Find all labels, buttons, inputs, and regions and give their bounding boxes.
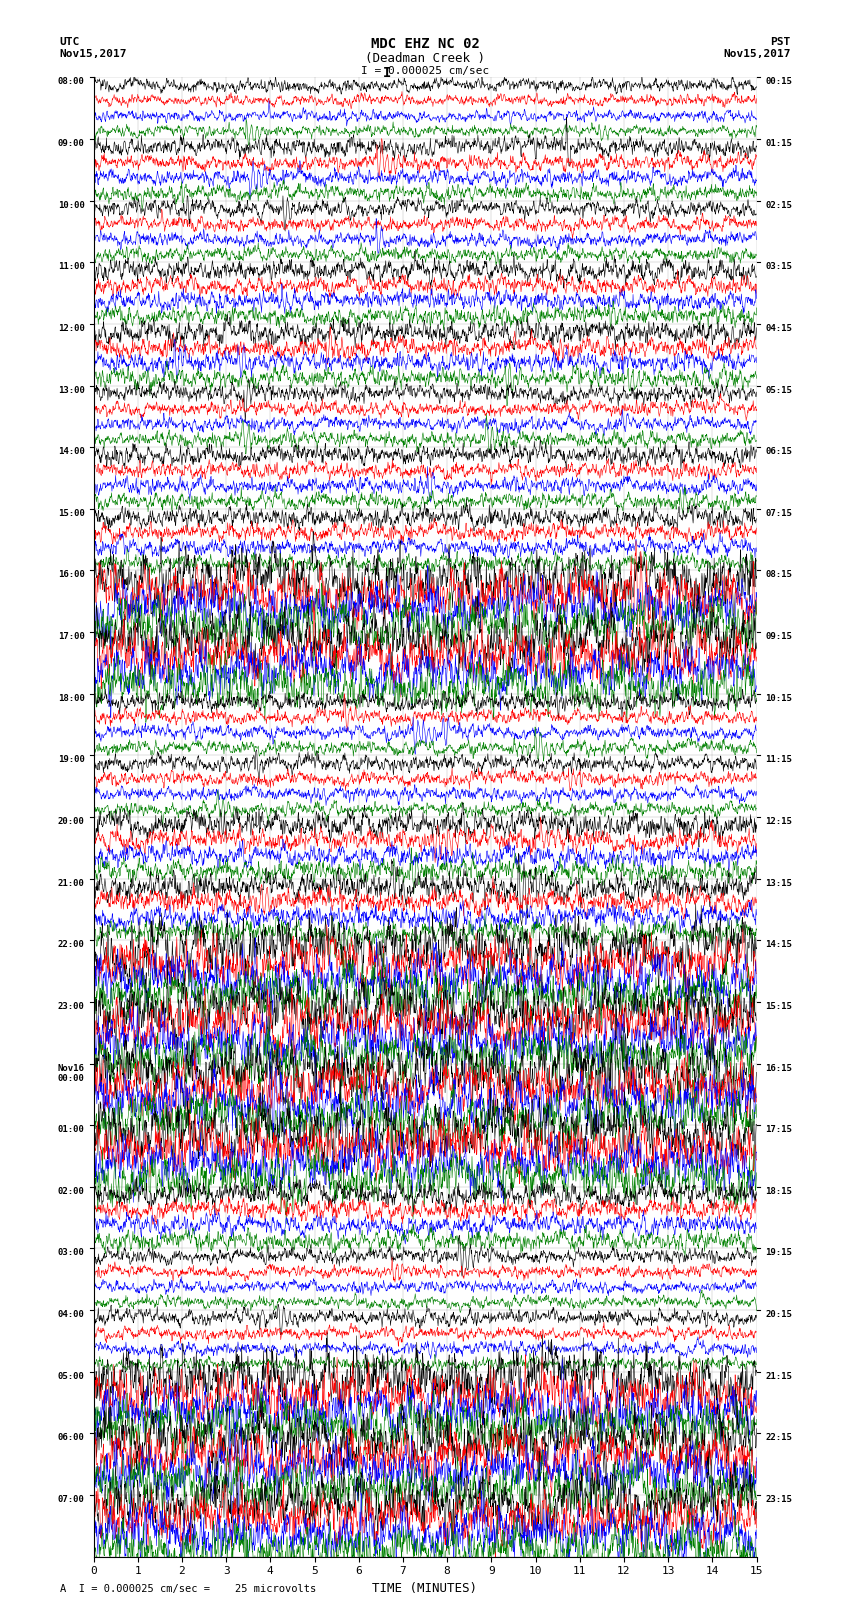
Text: Nov16
00:00: Nov16 00:00 bbox=[58, 1063, 85, 1082]
Text: 18:15: 18:15 bbox=[765, 1187, 792, 1195]
Text: 18:00: 18:00 bbox=[58, 694, 85, 703]
Text: 00:15: 00:15 bbox=[765, 77, 792, 87]
Text: 01:15: 01:15 bbox=[765, 139, 792, 148]
Text: 14:00: 14:00 bbox=[58, 447, 85, 456]
Text: 12:00: 12:00 bbox=[58, 324, 85, 332]
Text: 11:15: 11:15 bbox=[765, 755, 792, 765]
Text: MDC EHZ NC 02: MDC EHZ NC 02 bbox=[371, 37, 479, 52]
Text: 07:15: 07:15 bbox=[765, 508, 792, 518]
Text: 08:00: 08:00 bbox=[58, 77, 85, 87]
Text: 12:15: 12:15 bbox=[765, 818, 792, 826]
Text: 09:00: 09:00 bbox=[58, 139, 85, 148]
Text: 17:00: 17:00 bbox=[58, 632, 85, 640]
Text: 01:00: 01:00 bbox=[58, 1126, 85, 1134]
Text: I = 0.000025 cm/sec: I = 0.000025 cm/sec bbox=[361, 66, 489, 76]
Text: 09:15: 09:15 bbox=[765, 632, 792, 640]
Text: 08:15: 08:15 bbox=[765, 571, 792, 579]
Text: 13:15: 13:15 bbox=[765, 879, 792, 887]
X-axis label: TIME (MINUTES): TIME (MINUTES) bbox=[372, 1582, 478, 1595]
Text: 16:15: 16:15 bbox=[765, 1063, 792, 1073]
Text: 22:00: 22:00 bbox=[58, 940, 85, 948]
Text: 05:00: 05:00 bbox=[58, 1371, 85, 1381]
Text: 17:15: 17:15 bbox=[765, 1126, 792, 1134]
Text: 05:15: 05:15 bbox=[765, 386, 792, 395]
Text: 22:15: 22:15 bbox=[765, 1434, 792, 1442]
Text: (Deadman Creek ): (Deadman Creek ) bbox=[365, 52, 485, 65]
Text: 19:00: 19:00 bbox=[58, 755, 85, 765]
Text: 21:15: 21:15 bbox=[765, 1371, 792, 1381]
Text: 06:00: 06:00 bbox=[58, 1434, 85, 1442]
Text: UTC
Nov15,2017: UTC Nov15,2017 bbox=[60, 37, 127, 58]
Text: 11:00: 11:00 bbox=[58, 263, 85, 271]
Text: 04:15: 04:15 bbox=[765, 324, 792, 332]
Text: 10:15: 10:15 bbox=[765, 694, 792, 703]
Text: 10:00: 10:00 bbox=[58, 200, 85, 210]
Text: PST
Nov15,2017: PST Nov15,2017 bbox=[723, 37, 791, 58]
Text: 02:15: 02:15 bbox=[765, 200, 792, 210]
Text: 06:15: 06:15 bbox=[765, 447, 792, 456]
Text: 15:00: 15:00 bbox=[58, 508, 85, 518]
Text: 02:00: 02:00 bbox=[58, 1187, 85, 1195]
Text: 20:00: 20:00 bbox=[58, 818, 85, 826]
Text: 21:00: 21:00 bbox=[58, 879, 85, 887]
Text: 20:15: 20:15 bbox=[765, 1310, 792, 1319]
Text: 07:00: 07:00 bbox=[58, 1495, 85, 1503]
Text: 03:15: 03:15 bbox=[765, 263, 792, 271]
Text: 19:15: 19:15 bbox=[765, 1248, 792, 1258]
Text: I: I bbox=[382, 66, 391, 81]
Text: 15:15: 15:15 bbox=[765, 1002, 792, 1011]
Text: 04:00: 04:00 bbox=[58, 1310, 85, 1319]
Text: 14:15: 14:15 bbox=[765, 940, 792, 948]
Text: A  I = 0.000025 cm/sec =    25 microvolts: A I = 0.000025 cm/sec = 25 microvolts bbox=[60, 1584, 315, 1594]
Text: 16:00: 16:00 bbox=[58, 571, 85, 579]
Text: 23:00: 23:00 bbox=[58, 1002, 85, 1011]
Text: 03:00: 03:00 bbox=[58, 1248, 85, 1258]
Text: 23:15: 23:15 bbox=[765, 1495, 792, 1503]
Text: 13:00: 13:00 bbox=[58, 386, 85, 395]
